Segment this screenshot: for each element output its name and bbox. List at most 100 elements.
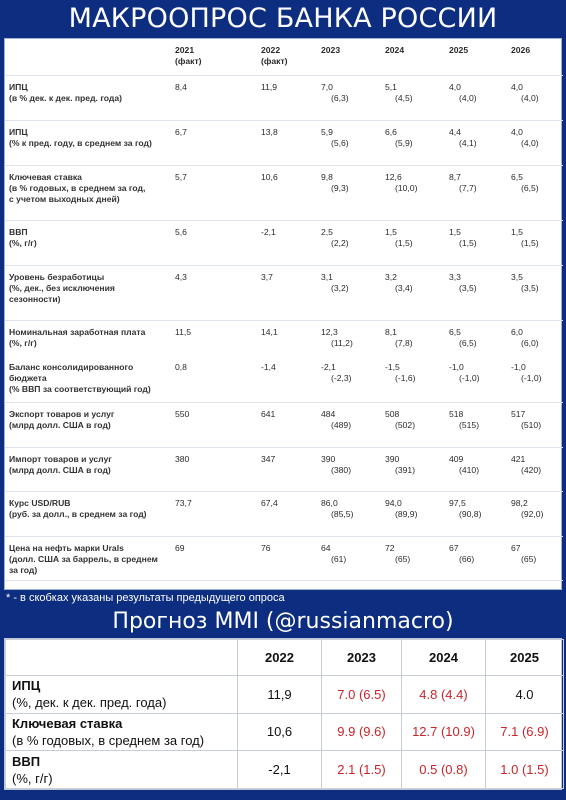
row-label: Баланс консолидированного бюджета (% ВВП з… [5, 356, 175, 403]
value-cell: 3,2 (3,4) [385, 265, 449, 321]
value-cell: 76 [261, 536, 321, 581]
value-cell: 94,0 (89,9) [385, 491, 449, 537]
value-cell: 8,7 (7,7) [449, 165, 511, 221]
previous-value: (-1,0) [521, 373, 542, 383]
row-label-line: ИПЦ [9, 81, 28, 92]
value-cell: 550 [175, 402, 261, 448]
current-value: 550 [175, 408, 190, 419]
row-label-line: (руб. за долл., в среднем за год) [9, 508, 147, 519]
previous-value: (4,0) [521, 92, 539, 103]
value-cell: 4.0 [485, 675, 564, 714]
value-cell: 5,6 [175, 220, 261, 266]
footnote: * - в скобках указаны результаты предыду… [6, 592, 285, 604]
previous-value: (6,0) [521, 337, 539, 348]
previous-value: (2,2) [331, 237, 349, 248]
row-subtitle: (%, дек. к дек. пред. года) [12, 695, 167, 711]
current-value: 518 [449, 408, 464, 419]
current-value: 390 [321, 453, 336, 464]
row-label-line: Курс USD/RUB [9, 497, 71, 508]
current-value: 421 [511, 453, 526, 464]
row-label-line: (%, г/г) [9, 237, 37, 248]
row-label: Курс USD/RUB (руб. за долл., в среднем за… [5, 491, 175, 537]
current-value: 8,1 [385, 326, 397, 337]
cbr-survey-table-panel: 2021 (факт) 2022 (факт) 2023 2024 2025 2026 ИПЦ… [4, 38, 563, 590]
previous-value: (515) [459, 419, 480, 430]
current-value: 7,0 [321, 81, 333, 92]
value-cell: 347 [261, 447, 321, 492]
current-value: 67 [511, 542, 521, 553]
table-row: Цена на нефть марки Urals (долл. США за б… [5, 536, 563, 581]
row-subtitle: (%, г/г) [12, 770, 53, 786]
current-value: -2,1 [321, 362, 336, 372]
header-year: 2025 [449, 45, 469, 55]
cbr-survey-table: 2021 (факт) 2022 (факт) 2023 2024 2025 2026 ИПЦ… [5, 39, 563, 581]
row-label-line: Ключевая ставка [9, 171, 82, 182]
previous-value: (1,5) [395, 237, 413, 248]
current-value: 4,0 [449, 81, 461, 92]
value-cell: 421 (420) [511, 447, 563, 492]
previous-value: (1,5) [521, 237, 539, 248]
table-row: ВВП (%, г/г) 5,6 -2,1 2,5 (2,2) 1,5 (1,5) 1,5 (1,… [5, 220, 563, 266]
value-cell: -2,1 [237, 750, 322, 789]
previous-value: (65) [521, 553, 537, 564]
previous-value: (510) [521, 419, 542, 430]
value-cell: -1,4 [261, 356, 321, 403]
header-year: 2021 [175, 45, 195, 55]
page-title: МАКРООПРОС БАНКА РОССИИ [68, 3, 498, 34]
value-cell: 2,5 (2,2) [321, 220, 385, 266]
header-cell-year: 2022 (факт) [261, 39, 321, 76]
previous-value: (61) [331, 553, 347, 564]
current-value: 3,7 [261, 271, 273, 282]
row-label-line: (в % дек. к дек. пред. года) [9, 92, 123, 103]
table-row: Экспорт товаров и услуг (млрд долл. США в… [5, 402, 563, 448]
value-cell: 12,3 (11,2) [321, 320, 385, 356]
current-value: 1,5 [385, 226, 397, 237]
value-cell: 98,2 (92,0) [511, 491, 563, 537]
current-value: 8,7 [449, 171, 461, 182]
previous-value: (66) [459, 553, 475, 564]
current-value: 1,5 [449, 226, 461, 237]
value-cell: 1,5 (1,5) [385, 220, 449, 266]
value-cell: 67 (66) [449, 536, 511, 581]
current-value: 6,6 [385, 126, 397, 137]
table-row: Номинальная заработная плата (%, г/г) 11,5… [5, 320, 563, 356]
value-cell: 67,4 [261, 491, 321, 537]
value-cell: 390 (391) [385, 447, 449, 492]
current-value: 5,9 [321, 126, 333, 137]
current-value: 12,3 [321, 326, 338, 337]
table-row: Ключевая ставка (в % годовых, в среднем з… [5, 165, 563, 221]
value-cell: 4,4 (4,1) [449, 120, 511, 166]
current-value: 4,0 [511, 81, 523, 92]
previous-value: (5,9) [395, 137, 413, 148]
header-year: 2022 [261, 45, 281, 55]
value-cell: 5,7 [175, 165, 261, 221]
current-value: 11,9 [261, 81, 278, 92]
value-cell: 86,0 (85,5) [321, 491, 385, 537]
current-value: 64 [321, 542, 331, 553]
header-cell-year: 2025 [449, 39, 511, 76]
table-row: Ключевая ставка (в % годовых, в среднем з… [5, 712, 564, 752]
row-label-line: Уровень безработицы [9, 271, 105, 282]
current-value: 347 [261, 453, 276, 464]
table-row: Импорт товаров и услуг (млрд долл. США в … [5, 447, 563, 492]
value-cell: 10,6 [261, 165, 321, 221]
current-value: 86,0 [321, 497, 338, 508]
current-value: 67 [449, 542, 459, 553]
current-value: -1,0 [449, 362, 464, 372]
value-cell: 7.0 (6.5) [321, 675, 402, 714]
current-value: 72 [385, 542, 395, 553]
value-cell: 6,7 [175, 120, 261, 166]
previous-value: (9,3) [331, 182, 349, 193]
header-cell-year: 2024 [401, 639, 486, 676]
current-value: 484 [321, 408, 336, 419]
value-cell: 7.1 (6.9) [485, 712, 564, 752]
value-cell: 67 (65) [511, 536, 563, 581]
value-cell: 4,0 (4,0) [511, 75, 563, 121]
value-cell: 9.9 (9.6) [321, 712, 402, 752]
value-cell: 12.7 (10.9) [401, 712, 486, 752]
value-cell: 11,9 [237, 675, 322, 714]
previous-value: (410) [459, 464, 480, 475]
value-cell: 97,5 (90,8) [449, 491, 511, 537]
value-cell: 4,0 (4,0) [511, 120, 563, 166]
current-value: 4,3 [175, 271, 187, 282]
